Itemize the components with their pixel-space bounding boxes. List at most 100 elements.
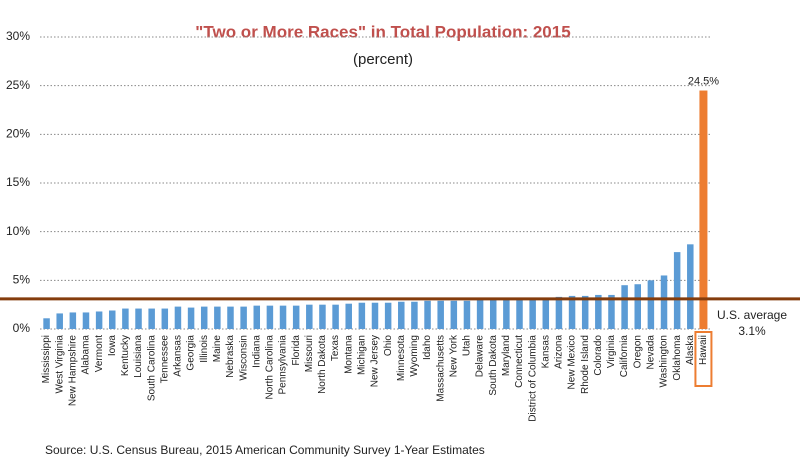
- bar: [437, 300, 444, 329]
- x-tick-label: Tennessee: [159, 335, 170, 384]
- x-tick-label: Pennsylvania: [278, 335, 289, 395]
- y-tick-label: 20%: [6, 127, 30, 141]
- y-tick-label: 15%: [6, 175, 30, 189]
- y-tick-label: 5%: [13, 273, 31, 287]
- bar: [227, 306, 234, 329]
- x-tick-label: Kansas: [540, 335, 551, 368]
- highlight-box: [694, 331, 713, 387]
- bar: [214, 306, 221, 329]
- x-tick-label: West Virginia: [54, 335, 65, 394]
- bar: [489, 299, 497, 329]
- bar: [161, 308, 169, 329]
- data-label: 24.5%: [688, 75, 719, 87]
- bar: [529, 297, 536, 329]
- x-tick-label: Oregon: [632, 335, 643, 368]
- x-tick-label: Colorado: [593, 335, 604, 376]
- bar: [187, 307, 195, 329]
- bar: [384, 302, 392, 329]
- bar: [174, 306, 182, 329]
- x-tick-label: Rhode Island: [580, 335, 591, 394]
- bar: [581, 295, 589, 329]
- x-tick-label: Arkansas: [173, 335, 184, 377]
- bar: [647, 280, 655, 329]
- x-tick-label: Indiana: [251, 335, 262, 368]
- bar: [699, 90, 708, 330]
- bar: [266, 305, 274, 329]
- x-tick-label: Vermont: [94, 335, 105, 372]
- x-tick-label: North Carolina: [265, 335, 276, 400]
- x-tick-label: Louisiana: [133, 335, 144, 378]
- x-tick-label: Virginia: [606, 335, 617, 369]
- y-tick-label: 0%: [13, 321, 31, 335]
- bar: [148, 308, 155, 329]
- bar: [82, 312, 90, 329]
- x-tick-label: California: [619, 335, 630, 378]
- x-tick-label: Hawaii: [698, 335, 709, 365]
- bar: [69, 312, 77, 329]
- bar: [411, 301, 418, 329]
- x-tick-label: Iowa: [107, 335, 118, 357]
- bar: [621, 285, 628, 329]
- bar: [463, 300, 471, 329]
- bar: [109, 310, 116, 329]
- x-tick-label: Delaware: [475, 335, 486, 378]
- x-tick-label: Ohio: [383, 335, 394, 357]
- x-tick-label: Georgia: [186, 335, 197, 371]
- bar: [306, 304, 313, 329]
- bar: [345, 303, 352, 329]
- reference-label: U.S. average: [717, 308, 787, 322]
- bar: [634, 284, 641, 329]
- bar: [279, 305, 287, 329]
- y-tick-label: 30%: [6, 29, 30, 43]
- x-tick-label: Washington: [659, 335, 670, 387]
- chart-title: "Two or More Races" in Total Population:…: [195, 22, 570, 41]
- bar: [608, 294, 615, 329]
- bar: [516, 298, 523, 329]
- bar: [292, 305, 300, 329]
- x-tick-label: District of Columbia: [527, 335, 538, 422]
- bar: [332, 304, 339, 329]
- x-tick-label: Montana: [343, 335, 354, 374]
- x-tick-label: Mississippi: [41, 335, 52, 383]
- bar: [371, 302, 379, 329]
- bar: [542, 297, 550, 329]
- bar: [319, 304, 326, 329]
- bar: [424, 300, 431, 329]
- x-tick-label: Massachusetts: [435, 335, 446, 402]
- y-tick-label: 10%: [6, 224, 30, 238]
- y-tick-label: 25%: [6, 78, 30, 92]
- bar: [450, 300, 458, 329]
- source-note: Source: U.S. Census Bureau, 2015 America…: [45, 443, 485, 457]
- bar: [555, 296, 563, 329]
- x-tick-label: Michigan: [357, 335, 368, 375]
- x-tick-label: New Mexico: [567, 335, 578, 390]
- bar: [687, 244, 694, 329]
- x-tick-label: North Dakota: [317, 335, 328, 394]
- x-tick-label: Nevada: [646, 335, 657, 370]
- x-tick-label: Florida: [291, 335, 302, 366]
- bar: [135, 308, 142, 329]
- bar: [43, 318, 50, 329]
- chart-subtitle: (percent): [353, 51, 413, 68]
- x-tick-label: Minnesota: [396, 335, 407, 382]
- x-tick-label: Illinois: [199, 335, 210, 363]
- x-tick-label: Maryland: [501, 335, 512, 376]
- bar: [122, 308, 129, 329]
- bar: [660, 275, 668, 329]
- bar: [568, 295, 576, 329]
- x-tick-label: Wyoming: [409, 335, 420, 377]
- bar: [358, 302, 366, 329]
- bar: [595, 294, 602, 329]
- bar: [253, 305, 261, 329]
- x-tick-label: Idaho: [422, 335, 433, 360]
- x-tick-label: Wisconsin: [238, 335, 249, 381]
- bar: [95, 311, 103, 329]
- bar: [476, 299, 484, 329]
- x-tick-label: New Hampshire: [67, 335, 78, 407]
- bar: [673, 252, 681, 329]
- x-tick-label: South Carolina: [146, 335, 157, 402]
- x-tick-label: Oklahoma: [672, 335, 683, 381]
- x-tick-label: Connecticut: [514, 335, 525, 388]
- x-tick-label: Nebraska: [225, 335, 236, 378]
